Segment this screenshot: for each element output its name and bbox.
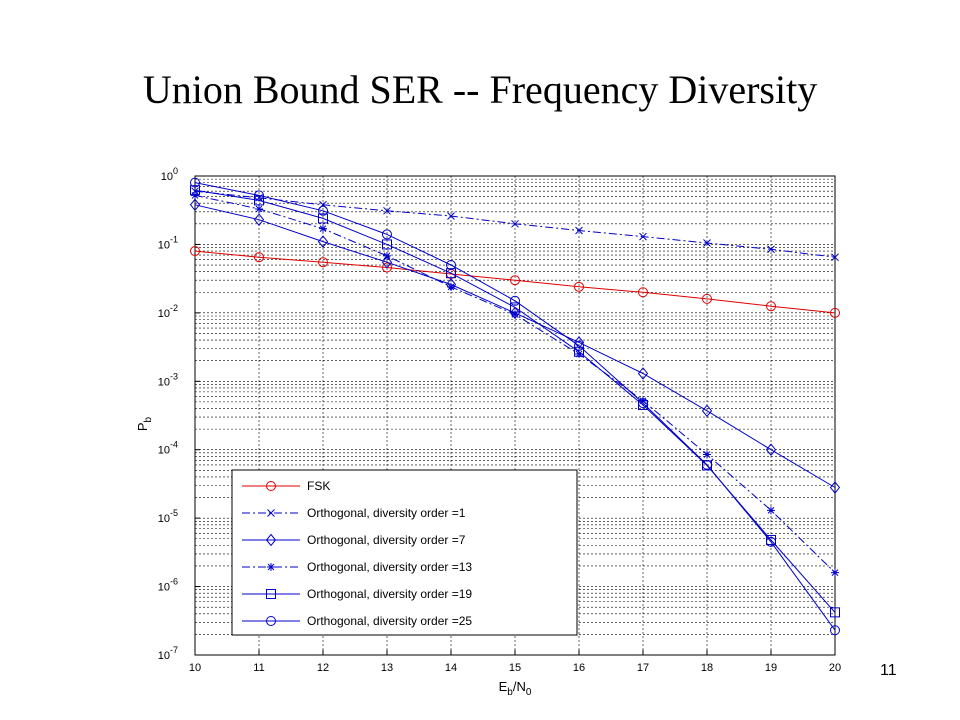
y-tick-label: 10-6 bbox=[158, 577, 178, 594]
marker-circle bbox=[638, 287, 648, 298]
marker-circle bbox=[510, 275, 520, 286]
marker-diamond bbox=[765, 443, 777, 457]
legend: FSK Orthogonal, diversity order =1 Orthogo… bbox=[231, 469, 578, 636]
marker-star bbox=[703, 450, 711, 459]
marker-circle bbox=[830, 625, 840, 636]
marker-circle bbox=[766, 301, 776, 312]
marker-x bbox=[575, 226, 583, 235]
marker-circle bbox=[574, 340, 584, 351]
y-tick-label: 10-4 bbox=[158, 440, 178, 457]
marker-square bbox=[266, 589, 276, 599]
marker-star bbox=[383, 251, 391, 260]
marker-star bbox=[191, 191, 199, 200]
marker-circle bbox=[510, 295, 520, 306]
series-5 bbox=[190, 177, 840, 636]
x-tick-label: 16 bbox=[573, 662, 585, 674]
marker-x bbox=[383, 206, 391, 215]
marker-circle bbox=[190, 177, 200, 188]
marker-x bbox=[831, 253, 839, 262]
y-tick-label: 10-5 bbox=[158, 508, 178, 525]
series-1 bbox=[191, 187, 839, 262]
marker-x bbox=[447, 212, 455, 220]
x-tick-label: 12 bbox=[317, 662, 329, 674]
x-tick-label: 15 bbox=[509, 662, 521, 674]
series-line bbox=[194, 182, 836, 631]
y-tick-label: 100 bbox=[161, 166, 178, 183]
marker-star bbox=[319, 224, 327, 233]
legend-label: Orthogonal, diversity order =7 bbox=[307, 533, 466, 547]
marker-square bbox=[574, 346, 584, 357]
legend-box bbox=[231, 469, 578, 636]
marker-diamond bbox=[189, 198, 201, 212]
slide-title: Union Bound SER -- Frequency Diversity bbox=[142, 67, 818, 112]
x-tick-label: 19 bbox=[765, 662, 777, 674]
marker-diamond bbox=[701, 404, 713, 418]
marker-square bbox=[190, 185, 200, 196]
legend-label: FSK bbox=[307, 479, 330, 493]
x-tick-label: 13 bbox=[381, 662, 393, 674]
marker-circle bbox=[830, 307, 840, 318]
legend-label: Orthogonal, diversity order =19 bbox=[307, 587, 472, 601]
marker-x bbox=[767, 245, 775, 254]
y-tick-label: 10-7 bbox=[158, 645, 178, 662]
x-tick-label: 14 bbox=[445, 662, 457, 674]
legend-label: Orthogonal, diversity order =13 bbox=[307, 560, 472, 574]
marker-square bbox=[446, 268, 456, 279]
marker-circle bbox=[638, 398, 648, 409]
marker-circle bbox=[266, 481, 276, 491]
marker-circle bbox=[574, 281, 584, 292]
marker-circle bbox=[254, 252, 264, 263]
marker-circle bbox=[382, 229, 392, 240]
marker-square bbox=[830, 607, 840, 618]
marker-circle bbox=[190, 246, 200, 257]
page-number: 11 bbox=[880, 662, 897, 679]
marker-diamond bbox=[637, 367, 649, 380]
x-axis-label: Eb/N0 bbox=[499, 679, 532, 698]
series-3 bbox=[191, 191, 839, 577]
marker-square bbox=[510, 302, 520, 313]
marker-square bbox=[382, 239, 392, 250]
marker-x bbox=[703, 239, 711, 247]
marker-circle bbox=[266, 616, 276, 626]
marker-circle bbox=[702, 459, 712, 470]
marker-diamond bbox=[573, 336, 585, 349]
x-tick-label: 17 bbox=[637, 662, 649, 674]
marker-x bbox=[511, 219, 519, 228]
marker-diamond bbox=[265, 533, 277, 547]
x-tick-label: 18 bbox=[701, 662, 713, 674]
marker-diamond bbox=[253, 213, 265, 226]
y-tick-label: 10-2 bbox=[158, 303, 178, 320]
marker-square bbox=[318, 213, 328, 224]
marker-star bbox=[575, 350, 583, 359]
marker-x bbox=[267, 509, 275, 517]
marker-star bbox=[267, 563, 275, 571]
marker-diamond bbox=[829, 481, 841, 494]
marker-circle bbox=[446, 260, 456, 271]
marker-diamond bbox=[381, 255, 393, 269]
marker-star bbox=[831, 568, 839, 577]
x-tick-label: 20 bbox=[829, 662, 841, 674]
series-line bbox=[194, 250, 836, 314]
x-tick-label: 11 bbox=[253, 662, 264, 674]
legend-label: Orthogonal, diversity order =1 bbox=[307, 506, 466, 520]
marker-diamond bbox=[317, 235, 329, 248]
y-tick-label: 10-1 bbox=[158, 234, 178, 251]
marker-star bbox=[767, 506, 775, 515]
marker-star bbox=[255, 204, 263, 213]
y-tick-label: 10-3 bbox=[158, 371, 178, 388]
marker-star bbox=[447, 282, 455, 291]
marker-circle bbox=[318, 257, 328, 268]
marker-x bbox=[639, 232, 647, 241]
marker-circle bbox=[382, 262, 392, 273]
marker-circle bbox=[318, 205, 328, 216]
x-tick-label: 10 bbox=[189, 662, 201, 674]
marker-circle bbox=[254, 190, 264, 201]
legend-label: Orthogonal, diversity order =25 bbox=[307, 614, 472, 628]
marker-circle bbox=[702, 293, 712, 304]
y-axis-label: Pb bbox=[135, 416, 154, 431]
marker-star bbox=[511, 310, 519, 319]
marker-circle bbox=[766, 536, 776, 547]
